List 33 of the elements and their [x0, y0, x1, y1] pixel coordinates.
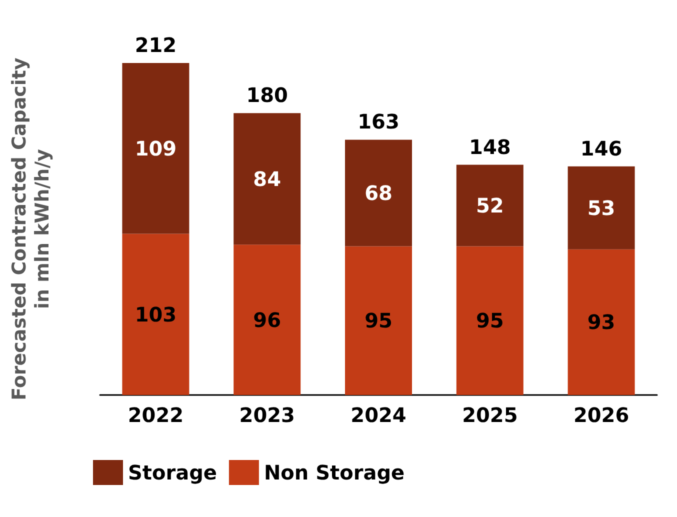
x-tick-label: 2024	[350, 403, 406, 427]
bar	[122, 63, 190, 234]
y-axis-title: Forecasted Contracted Capacity in mln kWh/h/y	[8, 57, 54, 400]
total-label: 148	[469, 134, 511, 159]
data-label: 68	[364, 180, 392, 205]
bar	[345, 140, 412, 246]
data-label: 95	[476, 308, 504, 333]
total-label: 146	[580, 136, 622, 160]
bar	[122, 234, 190, 395]
bar	[234, 113, 301, 245]
legend-label: Non Storage	[264, 460, 405, 484]
data-label: 96	[253, 308, 282, 332]
total-label: 180	[246, 83, 288, 108]
x-tick-label: 2023	[239, 403, 295, 427]
data-label: 95	[364, 308, 392, 333]
data-label: 103	[134, 302, 177, 326]
total-label: 212	[134, 33, 177, 57]
x-tick-label: 2025	[462, 403, 518, 427]
x-tick-label: 2022	[128, 403, 184, 427]
bar	[456, 246, 524, 395]
bar	[568, 166, 635, 250]
x-tick-label: 2026	[573, 403, 630, 427]
data-label: 93	[587, 310, 616, 334]
bar	[568, 249, 635, 395]
bar	[234, 244, 301, 395]
data-label: 52	[476, 194, 504, 218]
legend-label: Storage	[128, 460, 217, 484]
data-label: 84	[253, 166, 282, 191]
bar	[345, 246, 412, 395]
data-label: 53	[587, 196, 616, 220]
total-label: 163	[358, 110, 400, 134]
data-label: 109	[134, 136, 177, 160]
bar	[456, 164, 524, 246]
